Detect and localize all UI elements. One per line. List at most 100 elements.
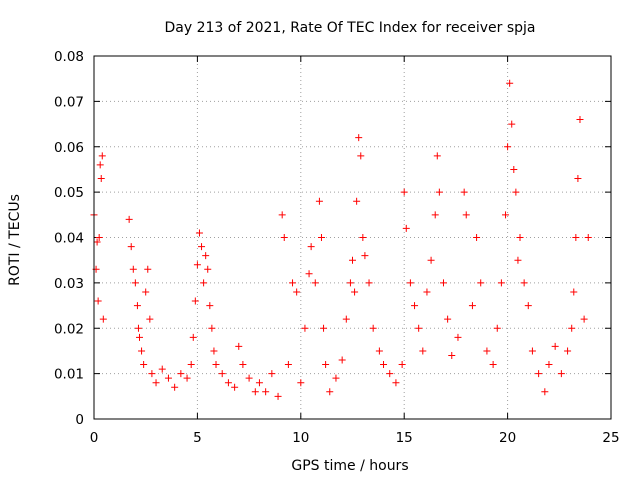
data-point: [520, 279, 528, 287]
data-point: [235, 342, 243, 350]
data-point: [514, 256, 522, 264]
data-point: [268, 370, 276, 378]
grid-lines: [94, 56, 611, 419]
y-tick-label: 0.08: [54, 49, 84, 65]
data-point: [284, 361, 292, 369]
x-tick-label: 5: [193, 430, 202, 446]
data-point: [93, 238, 101, 246]
tick-labels: 0 5 10 15 20 25 0 0.01 0.02 0.03 0.04 0.05 0.06 0.07 0…: [54, 49, 620, 446]
data-point: [353, 197, 361, 205]
data-point: [411, 302, 419, 310]
x-tick-label: 25: [602, 430, 619, 446]
data-point: [187, 361, 195, 369]
data-point: [508, 120, 516, 128]
data-point: [448, 351, 456, 359]
data-point: [427, 256, 435, 264]
data-point: [493, 324, 501, 332]
data-point: [239, 361, 247, 369]
data-point: [193, 261, 201, 269]
data-point: [415, 324, 423, 332]
data-point: [361, 252, 369, 260]
data-point: [158, 365, 166, 373]
data-point: [454, 333, 462, 341]
x-tick-label: 20: [499, 430, 516, 446]
data-point: [349, 256, 356, 264]
data-point: [322, 361, 330, 369]
data-point: [198, 243, 206, 251]
data-point: [584, 234, 592, 241]
y-tick-label: 0: [75, 412, 84, 428]
data-point: [462, 211, 470, 219]
data-point: [502, 211, 510, 219]
data-point: [218, 370, 226, 378]
data-point: [572, 234, 580, 241]
data-point: [98, 152, 106, 160]
data-point: [398, 361, 406, 369]
data-point: [564, 347, 572, 355]
data-point: [278, 211, 286, 219]
data-point: [255, 379, 263, 387]
data-point: [504, 143, 512, 151]
data-point: [96, 161, 104, 169]
data-point: [164, 374, 172, 382]
y-tick-label: 0.05: [54, 185, 84, 201]
data-point: [212, 361, 220, 369]
data-point: [406, 279, 414, 287]
data-point: [506, 79, 514, 87]
data-point: [315, 197, 323, 205]
data-point: [380, 361, 388, 369]
data-point: [183, 374, 191, 382]
x-tick-label: 0: [90, 430, 99, 446]
data-point: [208, 324, 216, 332]
data-point: [289, 279, 297, 287]
data-point: [483, 347, 491, 355]
data-point: [516, 234, 524, 241]
data-point: [528, 347, 536, 355]
data-point: [545, 361, 553, 369]
data-point: [245, 374, 253, 382]
data-point: [510, 165, 518, 173]
data-point: [400, 188, 408, 196]
data-point: [138, 347, 146, 355]
data-point: [224, 379, 232, 387]
data-point: [131, 279, 139, 287]
data-point: [231, 383, 239, 391]
data-point: [497, 279, 505, 287]
data-point: [144, 265, 152, 273]
y-tick-label: 0.03: [54, 276, 84, 292]
plot-frame: [93, 55, 612, 420]
data-point: [191, 297, 199, 305]
data-point: [580, 315, 588, 323]
data-point: [94, 297, 102, 305]
data-point: [351, 288, 359, 296]
data-point: [317, 234, 325, 241]
y-tick-label: 0.06: [54, 140, 84, 156]
data-point: [359, 234, 367, 241]
data-points: [90, 79, 592, 400]
data-point: [195, 229, 203, 237]
data-point: [140, 361, 148, 369]
data-point: [127, 243, 135, 251]
x-tick-label: 15: [396, 430, 413, 446]
data-point: [95, 234, 103, 241]
data-point: [473, 234, 481, 241]
data-point: [311, 279, 319, 287]
data-point: [148, 370, 156, 378]
data-point: [386, 370, 394, 378]
data-point: [355, 134, 363, 142]
data-point: [210, 347, 218, 355]
data-point: [551, 342, 559, 350]
data-point: [135, 333, 143, 341]
data-point: [320, 324, 328, 332]
data-point: [557, 370, 565, 378]
y-tick-label: 0.02: [54, 321, 84, 337]
data-point: [202, 252, 210, 260]
data-point: [142, 288, 150, 296]
data-point: [301, 324, 309, 332]
data-point: [423, 288, 431, 296]
data-point: [431, 211, 439, 219]
x-axis-label: GPS time / hours: [291, 458, 408, 474]
data-point: [307, 243, 315, 251]
data-point: [392, 379, 400, 387]
data-point: [171, 383, 179, 391]
